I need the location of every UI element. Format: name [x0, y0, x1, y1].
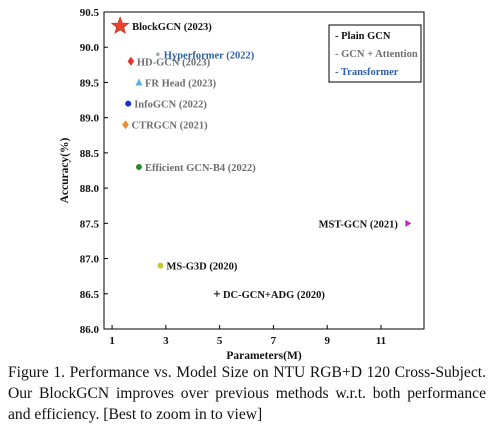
legend-entry: - Plain GCN — [335, 31, 391, 42]
x-tick-label: 7 — [271, 335, 277, 347]
y-tick-label: 88.0 — [80, 183, 100, 195]
point-label-dc-gcn-adg-2020: DC-GCN+ADG (2020) — [223, 290, 325, 301]
x-tick-label: 9 — [324, 335, 330, 347]
x-tick-label: 5 — [217, 335, 223, 347]
y-tick-label: 87.5 — [80, 218, 100, 230]
y-tick-label: 89.5 — [80, 77, 100, 89]
x-axis-label: Parameters(M) — [226, 350, 302, 362]
chart-marks: BlockGCN (2023) Hyperformer (2022)HD-GCN … — [110, 16, 412, 301]
x-tick-label: 11 — [376, 335, 386, 347]
marker-fr-head-2023 — [135, 78, 143, 86]
point-label-hyperformer-2022: Hyperformer (2022) — [164, 50, 255, 61]
marker-ctrgcn-2021 — [122, 120, 129, 130]
marker-hd-gcn-2023 — [127, 56, 135, 66]
point-label-efficient-gcn-b4-2022: Efficient GCN-B4 (2022) — [145, 163, 256, 174]
y-tick-label: 86.5 — [80, 289, 100, 301]
marker-hyperformer-2022 — [155, 52, 160, 57]
marker-mst-gcn-2021 — [405, 219, 412, 227]
y-tick-label: 88.5 — [80, 148, 100, 160]
marker-ms-g3d-2020 — [157, 262, 164, 269]
legend-box — [328, 24, 422, 83]
figure-caption: Figure 1. Performance vs. Model Size on … — [8, 364, 486, 423]
plot-frame — [103, 11, 425, 330]
y-axis-label: Accuracy(%) — [59, 137, 71, 203]
x-tick-label: 1 — [109, 335, 115, 347]
point-label-ctrgcn-2021: CTRGCN (2021) — [132, 121, 209, 132]
y-tick-label: 86.0 — [80, 324, 100, 336]
marker-efficient-gcn-b4-2022 — [135, 163, 142, 170]
point-label-ms-g3d-2020: MS-G3D (2020) — [166, 262, 237, 273]
marker-blockgcn-2023 — [110, 16, 130, 35]
point-label-hd-gcn-2023: HD-GCN (2023) — [137, 57, 211, 68]
point-label-fr-head-2023: FR Head (2023) — [145, 78, 217, 89]
point-label-infogcn-2022: InfoGCN (2022) — [134, 100, 207, 111]
legend-entry: - Transformer — [335, 67, 399, 78]
x-tick-label: 3 — [163, 335, 169, 347]
marker-dc-gcn-adg-2020 — [213, 290, 220, 297]
y-tick-label: 90.0 — [80, 42, 100, 54]
chart-axes: 1 3 5 7 9 11 86.0 86.5 87.0 87.5 88.0 88.5 89.0 89.5 9… — [59, 7, 425, 362]
legend-entry: - GCN + Attention — [335, 49, 418, 60]
legend: - Plain GCN - GCN + Attention - Transforme… — [328, 24, 422, 83]
point-label-blockgcn-2023: BlockGCN (2023) — [132, 22, 212, 33]
marker-infogcn-2022 — [125, 100, 132, 107]
y-tick-label: 87.0 — [80, 254, 100, 266]
point-label-mst-gcn-2021: MST-GCN (2021) — [319, 219, 399, 230]
y-tick-label: 90.5 — [80, 7, 100, 19]
y-tick-label: 89.0 — [80, 113, 100, 125]
